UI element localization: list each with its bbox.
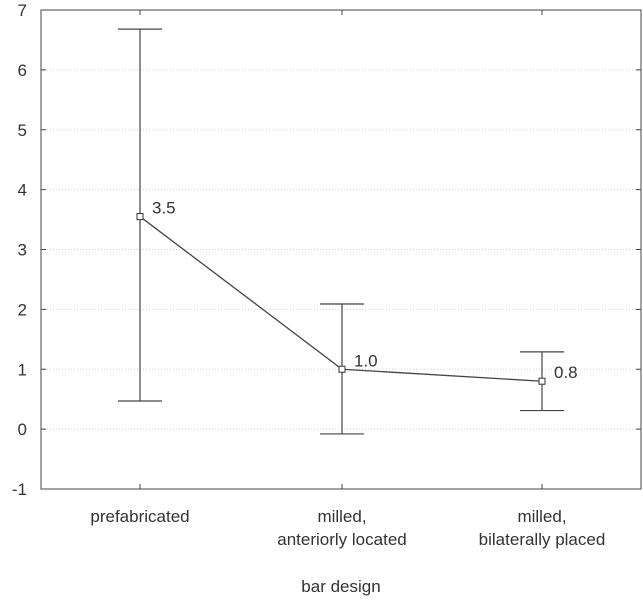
data-label: 0.8 xyxy=(554,363,578,382)
y-tick-label: 5 xyxy=(18,121,27,140)
data-point-marker xyxy=(136,213,144,221)
axis-layer: -1 0 1 2 3 4 5 6 7 prefabricated milled, anteriorly… xyxy=(12,1,642,549)
x-category-label: milled, bilaterally placed xyxy=(479,507,606,549)
y-tick-label: 7 xyxy=(18,1,27,20)
y-tick-label: 2 xyxy=(18,300,27,319)
series-line xyxy=(139,216,543,382)
plot-frame xyxy=(40,9,642,490)
data-point-marker xyxy=(538,377,546,385)
y-tick-label: -1 xyxy=(12,480,27,499)
x-axis-title: bar design xyxy=(301,577,380,596)
y-tick-label: 1 xyxy=(18,360,27,379)
data-label: 1.0 xyxy=(354,351,378,370)
y-tick-label: 4 xyxy=(18,181,27,200)
data-label: 3.5 xyxy=(152,199,176,218)
data-layer: 3.5 1.0 0.8 xyxy=(118,28,578,435)
y-tick-label: 0 xyxy=(18,420,27,439)
x-category-label: prefabricated xyxy=(90,507,189,526)
y-tick-label: 3 xyxy=(18,241,27,260)
grid-layer xyxy=(41,69,641,430)
x-category-label: milled, anteriorly located xyxy=(277,507,406,549)
y-tick-label: 6 xyxy=(18,61,27,80)
data-point-marker xyxy=(338,365,346,373)
